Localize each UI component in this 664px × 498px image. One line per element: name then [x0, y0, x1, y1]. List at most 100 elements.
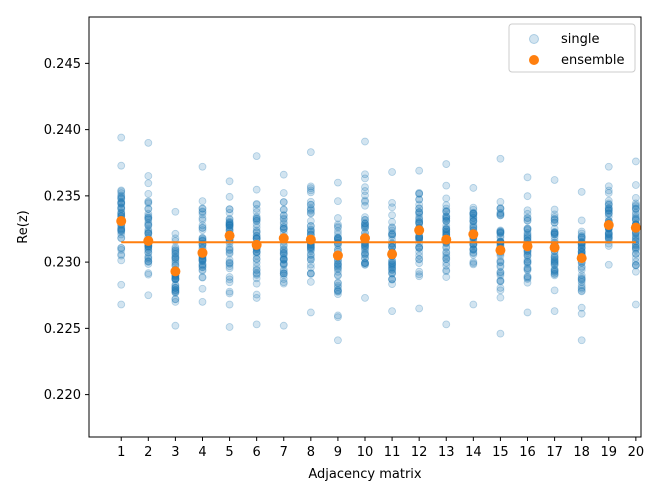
single-point [225, 256, 234, 264]
single-point [388, 307, 396, 316]
single-point [550, 210, 559, 219]
single-point [631, 208, 640, 217]
y-axis-label: Re(z) [16, 210, 31, 243]
y-tick-label: 0.240 [44, 123, 81, 138]
ensemble-point [468, 229, 479, 240]
single-point [361, 174, 369, 183]
single-point [550, 176, 559, 184]
single-point [496, 211, 505, 220]
single-point [144, 254, 153, 263]
single-point [225, 221, 234, 230]
single-point [550, 218, 559, 227]
single-point [361, 221, 369, 230]
single-point [469, 257, 478, 266]
single-point [334, 233, 342, 242]
single-point [361, 221, 369, 230]
single-point [523, 230, 532, 239]
single-point [631, 257, 640, 266]
single-point [550, 229, 559, 237]
single-point [279, 211, 288, 220]
single-point [631, 205, 640, 213]
single-point [361, 213, 369, 222]
single-point [469, 217, 478, 226]
single-point [225, 323, 234, 331]
single-point [144, 221, 153, 230]
single-point [550, 253, 559, 262]
single-point [361, 293, 369, 302]
single-point [523, 229, 532, 237]
single-point [361, 201, 369, 210]
single-point [171, 283, 180, 292]
x-tick-label: 3 [171, 445, 179, 460]
legend: single ensemble [508, 23, 636, 73]
single-point [225, 205, 234, 214]
single-point [117, 245, 126, 254]
single-point [577, 232, 586, 240]
single-point [577, 275, 586, 284]
single-point [117, 198, 126, 207]
single-point [252, 294, 261, 302]
single-point [496, 276, 505, 285]
single-point [198, 260, 207, 269]
single-point [144, 214, 153, 223]
ensemble-point [360, 233, 370, 244]
single-point [334, 279, 342, 288]
single-point [577, 216, 586, 225]
single-point [442, 224, 451, 233]
single-point [361, 254, 369, 263]
single-point [604, 189, 613, 197]
single-point [144, 248, 153, 257]
single-point [550, 205, 559, 214]
single-point [334, 260, 342, 269]
single-point [550, 232, 559, 241]
single-point [631, 199, 640, 208]
single-point [361, 259, 369, 267]
single-point [171, 295, 180, 304]
single-point [117, 197, 126, 206]
single-point [469, 210, 478, 219]
legend-label-ensemble: ensemble [561, 53, 625, 68]
single-point [361, 191, 369, 200]
ensemble-point [332, 250, 343, 261]
single-point [577, 281, 586, 289]
single-point [144, 229, 153, 238]
x-tick-label: 20 [628, 445, 645, 460]
single-point [252, 204, 261, 213]
single-point [252, 228, 261, 237]
single-point [252, 269, 261, 278]
single-point [631, 201, 640, 210]
single-point [117, 226, 126, 234]
ensemble-point [305, 234, 316, 245]
single-point [550, 213, 559, 221]
single-point [334, 260, 342, 269]
single-point [415, 213, 424, 222]
single-point [279, 269, 288, 278]
x-tick-label: 10 [357, 445, 374, 460]
single-point [171, 246, 180, 255]
ensemble-point [387, 249, 398, 260]
single-point [415, 251, 424, 260]
single-point [496, 268, 505, 276]
single-point [198, 208, 207, 217]
x-tick-label: 5 [225, 445, 233, 460]
single-point [117, 256, 126, 265]
single-point [361, 196, 369, 205]
single-point [334, 265, 342, 274]
y-tick-label: 0.235 [44, 189, 81, 204]
single-point [306, 204, 315, 213]
single-point [225, 259, 234, 268]
single-point [117, 191, 126, 200]
single-point [523, 213, 532, 222]
single-point [306, 255, 315, 264]
single-point [171, 298, 180, 306]
single-point [252, 208, 261, 216]
single-point [442, 214, 451, 223]
single-point [388, 230, 396, 239]
single-point [631, 243, 640, 252]
x-tick-label: 8 [307, 445, 315, 460]
single-point [252, 255, 261, 263]
single-point [550, 265, 559, 274]
single-point [415, 208, 424, 217]
single-point [198, 284, 207, 293]
ensemble-point [549, 242, 560, 253]
